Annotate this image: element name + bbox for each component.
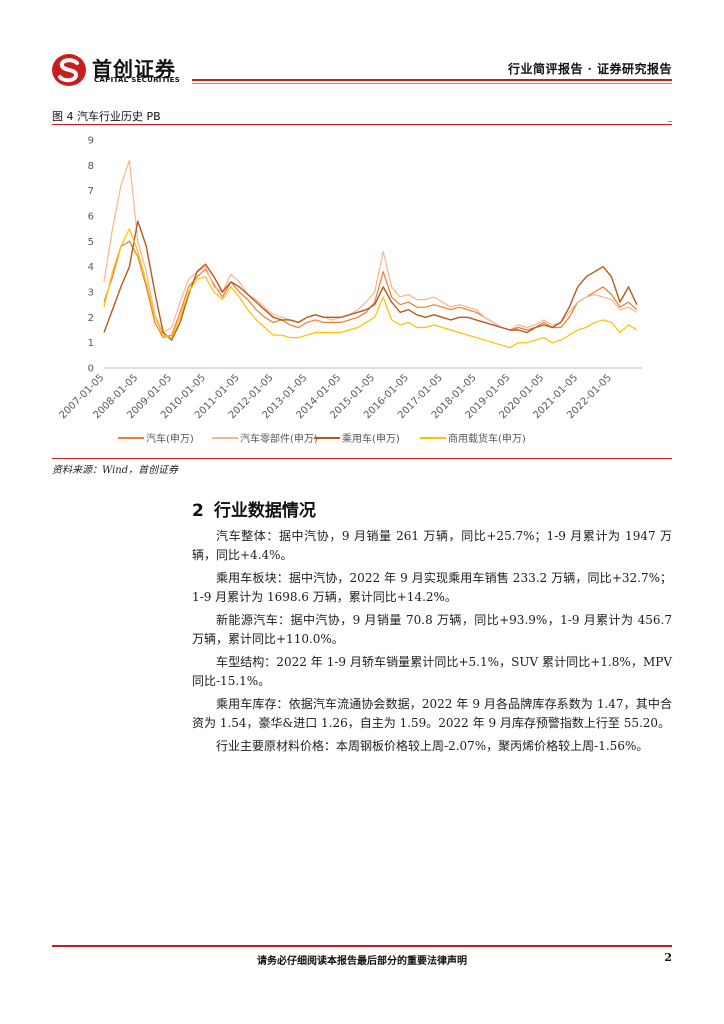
y-tick-label: 4 [88, 262, 94, 273]
y-tick-label: 0 [88, 364, 94, 375]
header-divider [192, 79, 672, 81]
brand-logo: 首创证券 CAPITAL SECURITIES [50, 52, 200, 88]
paragraph-new-energy: 新能源汽车：据中汽协，9 月销量 70.8 万辆，同比+93.9%，1-9 月累… [192, 613, 672, 646]
paragraph-passenger-car: 乘用车板块：据中汽协，2022 年 9 月实现乘用车销售 233.2 万辆，同比… [192, 571, 672, 604]
y-axis-labels: 0 1 2 3 4 5 6 7 8 9 [88, 136, 94, 375]
report-type: 行业简评报告 · 证券研究报告 [507, 62, 672, 76]
figure-source: 资料来源：Wind，首创证券 [52, 465, 179, 476]
header-divider-thin [192, 83, 672, 84]
legend-label: 乘用车(申万) [342, 432, 400, 445]
section-title: 行业数据情况 [213, 501, 316, 521]
logo-name-cn: 首创证券 [92, 57, 176, 81]
y-tick-label: 6 [88, 212, 94, 223]
section-heading: 2 行业数据情况 [192, 496, 316, 521]
pb-history-chart: 0 1 2 3 4 5 6 7 8 9 2007-01-052008-01-052009-01-0… [58, 136, 642, 445]
source-rule [52, 458, 672, 459]
paragraph-model-mix: 车型结构：2022 年 1-9 月轿车销量累计同比+5.1%，SUV 累计同比+… [192, 655, 672, 688]
legend-label: 商用载货车(申万) [448, 432, 526, 445]
series-line-2 [103, 159, 638, 334]
chart-series [103, 159, 638, 349]
x-axis-labels: 2007-01-052008-01-052009-01-052010-01-05… [58, 372, 614, 421]
logo-mark-icon [52, 54, 86, 86]
paragraph-inventory: 乘用车库存：依据汽车流通协会数据，2022 年 9 月各品牌库存系数为 1.47… [192, 697, 672, 730]
paragraph-raw-materials: 行业主要原材料价格：本周钢板价格较上周-2.07%，聚丙烯价格较上周-1.56%… [216, 739, 649, 753]
y-tick-label: 7 [88, 186, 94, 197]
y-tick-label: 5 [88, 237, 94, 248]
series-line-4 [103, 228, 638, 349]
y-tick-label: 8 [88, 161, 94, 172]
y-tick-label: 3 [88, 288, 94, 299]
figure-caption: 图 4 汽车行业历史 PB [52, 110, 161, 123]
legend-label: 汽车零部件(申万) [240, 432, 318, 445]
paragraph-auto-overall: 汽车整体：据中汽协，9 月销量 261 万辆，同比+25.7%；1-9 月累计为… [192, 529, 672, 562]
section-body: 汽车整体：据中汽协，9 月销量 261 万辆，同比+25.7%；1-9 月累计为… [192, 527, 672, 761]
figure-rule-tick [668, 121, 672, 122]
chart-legend: 汽车(申万) 汽车零部件(申万) 乘用车(申万) 商用载货车(申万) [118, 432, 526, 445]
figure-top-rule [52, 124, 672, 125]
footer-disclaimer: 请务必仔细阅读本报告最后部分的重要法律声明 [257, 956, 467, 967]
page-number: 2 [664, 951, 672, 964]
logo-name-en: CAPITAL SECURITIES [94, 76, 181, 84]
y-tick-label: 2 [88, 313, 94, 324]
footer-divider [52, 945, 672, 947]
series-line-3 [103, 220, 638, 341]
legend-label: 汽车(申万) [146, 432, 194, 445]
y-tick-label: 1 [88, 338, 94, 349]
y-tick-label: 9 [88, 136, 94, 147]
section-number: 2 [192, 501, 204, 521]
